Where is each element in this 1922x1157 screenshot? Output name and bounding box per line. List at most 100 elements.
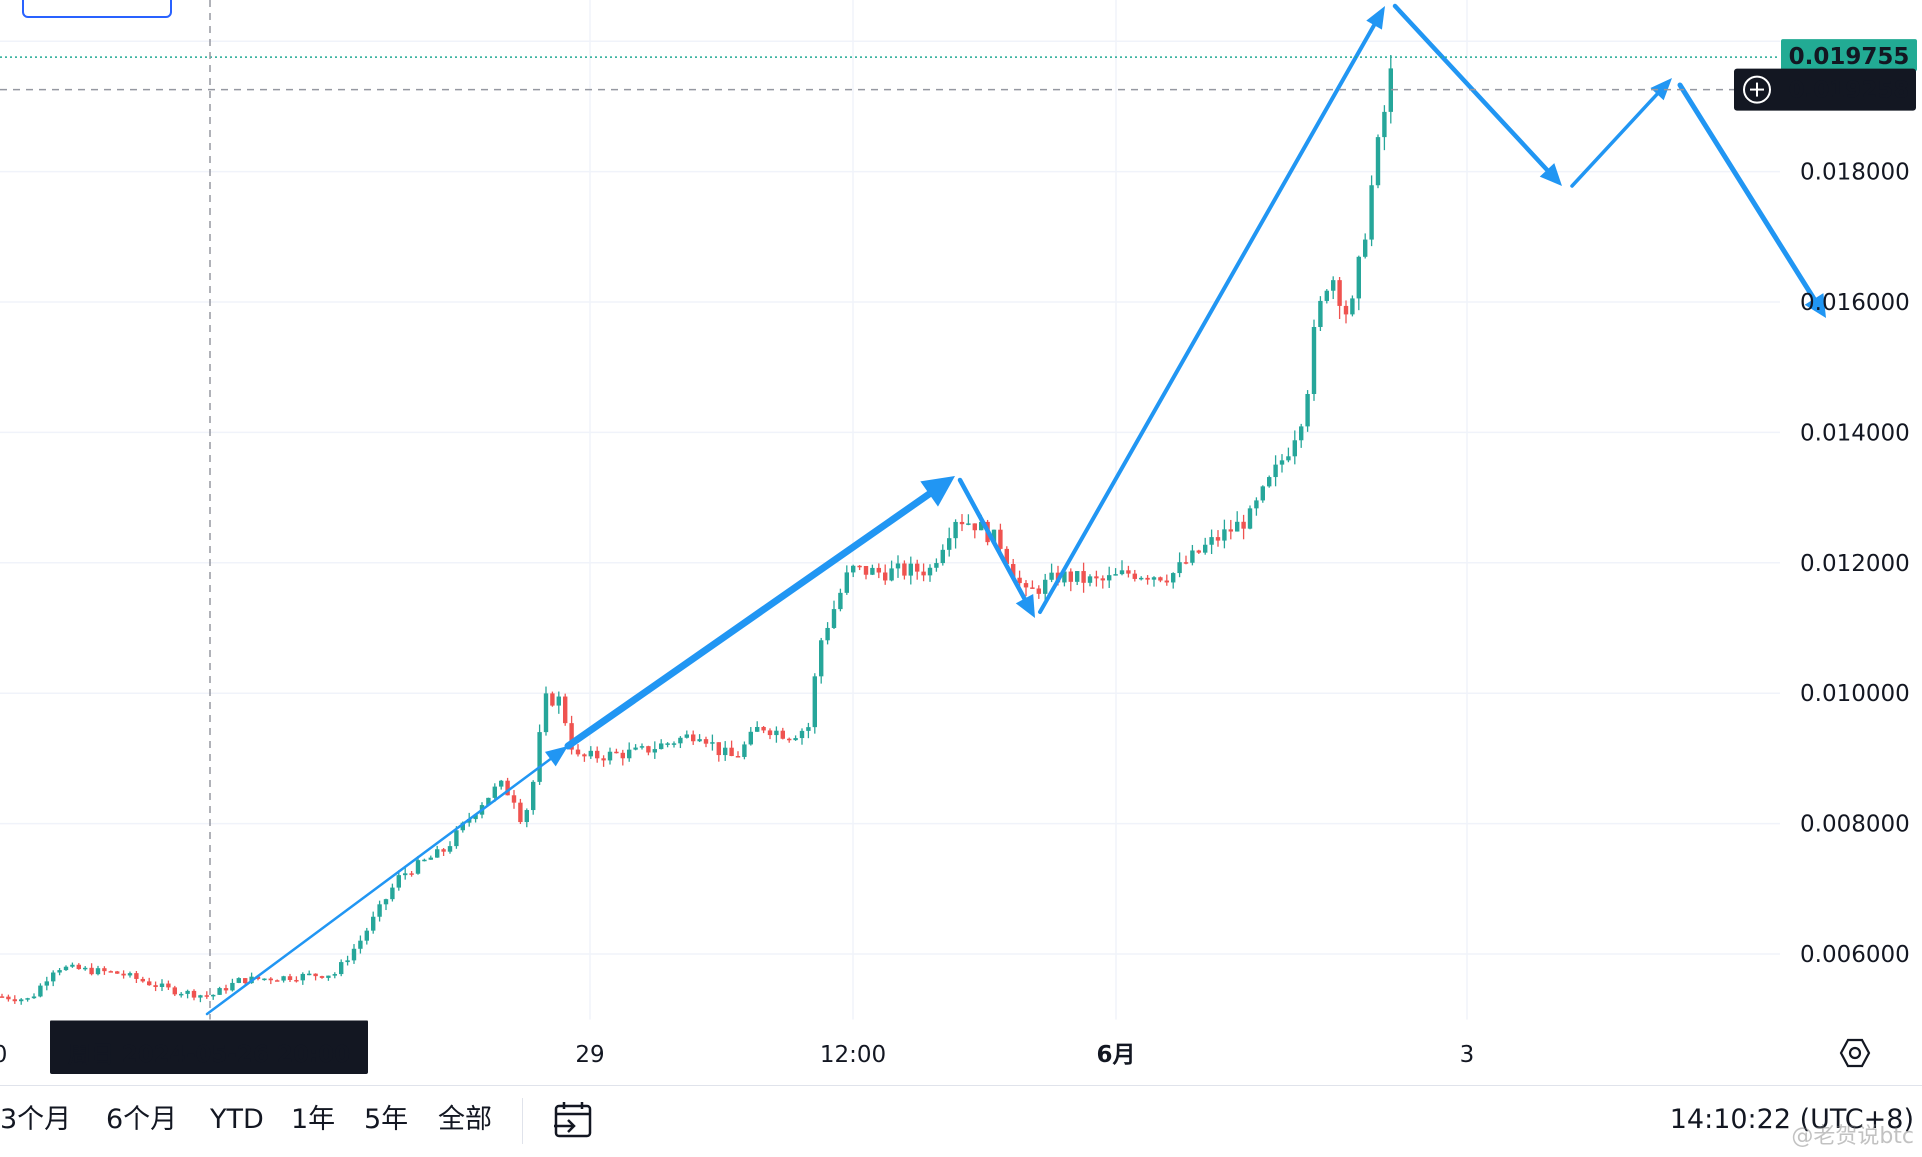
candle-body bbox=[31, 996, 37, 999]
candle-body bbox=[883, 572, 888, 581]
candle-body bbox=[1215, 537, 1221, 541]
candle-body bbox=[723, 747, 728, 756]
candle-body bbox=[742, 744, 747, 757]
candle-body bbox=[1299, 426, 1304, 441]
candle-body bbox=[217, 988, 222, 995]
candle-body bbox=[377, 904, 382, 917]
top-toolbar-button[interactable] bbox=[22, 0, 172, 18]
candle-body bbox=[268, 978, 273, 981]
last-price-badge bbox=[1781, 39, 1917, 72]
candle-body bbox=[275, 980, 280, 982]
candle-body bbox=[147, 981, 152, 986]
range-5y-button[interactable]: 5年 bbox=[364, 1104, 409, 1135]
candle-body bbox=[851, 565, 856, 573]
crosshair-price-text: 0.019258 bbox=[1789, 78, 1910, 104]
candle-body bbox=[518, 802, 523, 823]
range-3m-button[interactable]: 3个月 bbox=[0, 1104, 72, 1135]
arrow-leg-2-head bbox=[920, 476, 955, 507]
candle-body bbox=[1247, 508, 1253, 529]
candle-body bbox=[447, 846, 453, 852]
range-1y-button[interactable]: 1年 bbox=[291, 1104, 336, 1135]
settings-gear-icon[interactable] bbox=[1839, 1038, 1871, 1068]
candle-body bbox=[223, 988, 229, 991]
candle-body bbox=[281, 976, 286, 981]
candle-body bbox=[127, 973, 133, 976]
x-tick-label: 3 bbox=[1460, 1042, 1475, 1068]
candle-body bbox=[1356, 256, 1361, 299]
candle-body bbox=[473, 814, 478, 820]
range-ytd-button[interactable]: YTD bbox=[210, 1104, 264, 1135]
candle-body bbox=[172, 987, 177, 995]
x-tick-label: 12:00 bbox=[820, 1042, 886, 1068]
candle-body bbox=[1158, 577, 1163, 581]
candle-body bbox=[710, 742, 715, 744]
candle-body bbox=[1363, 239, 1368, 257]
range-6m-button[interactable]: 6个月 bbox=[106, 1104, 178, 1135]
candle-body bbox=[255, 976, 261, 979]
clock-timezone[interactable]: 14:10:22 (UTC+8) bbox=[1669, 1104, 1914, 1135]
candle-body bbox=[639, 746, 645, 748]
candle-body bbox=[870, 567, 875, 575]
candle-body bbox=[908, 563, 913, 576]
candle-body bbox=[671, 743, 677, 745]
candle-body bbox=[831, 609, 837, 628]
arrow-leg-3-head bbox=[1015, 593, 1035, 618]
candle-body bbox=[390, 887, 395, 900]
arrow-leg-7-head bbox=[1804, 293, 1826, 318]
candle-body bbox=[979, 521, 984, 531]
time-axis[interactable]: 0 29 12:00 6月 3 bbox=[0, 1019, 1922, 1068]
candle-body bbox=[921, 571, 926, 576]
candle-body bbox=[1183, 562, 1189, 564]
arrow-leg-5 bbox=[1392, 3, 1550, 173]
price-axis[interactable]: 0.006000 0.008000 0.010000 0.012000 0.014000… bbox=[1800, 160, 1910, 968]
candle-body bbox=[76, 964, 81, 970]
candle-body bbox=[684, 734, 689, 738]
y-tick-label: 0.014000 bbox=[1800, 420, 1910, 446]
plus-circle-icon[interactable] bbox=[1743, 75, 1771, 104]
candle-body bbox=[1190, 550, 1195, 563]
candle-body bbox=[159, 983, 165, 987]
candle-body bbox=[1107, 575, 1112, 581]
candle-body bbox=[1075, 571, 1080, 582]
candle-body bbox=[140, 978, 145, 982]
candle-body bbox=[332, 974, 337, 976]
candle-body bbox=[1279, 460, 1285, 465]
candle-body bbox=[1343, 305, 1349, 315]
candle-body bbox=[1132, 573, 1137, 579]
crosshair-time-text: 周日 2024-05-26 20:00 bbox=[68, 1042, 350, 1068]
candle-body bbox=[1017, 577, 1022, 584]
candle-body bbox=[435, 849, 440, 858]
arrow-leg-4 bbox=[1038, 23, 1377, 614]
candle-body bbox=[1126, 570, 1131, 574]
y-tick-label: 0.016000 bbox=[1800, 290, 1910, 316]
candle-body bbox=[1145, 577, 1150, 580]
calendar-goto-icon[interactable] bbox=[552, 1100, 596, 1142]
candle-body bbox=[492, 786, 497, 798]
candle-body bbox=[876, 567, 881, 573]
candle-body bbox=[1151, 577, 1157, 580]
candle-body bbox=[89, 967, 94, 975]
candle-body bbox=[179, 993, 184, 996]
candle-body bbox=[108, 971, 113, 973]
candle-body bbox=[1036, 588, 1041, 594]
candle-body bbox=[230, 982, 235, 991]
candle-body bbox=[236, 978, 241, 983]
price-chart[interactable]: 0.019755 0.019258 周日 2024-05-26 20:00 0.00… bbox=[0, 0, 1922, 1085]
candle-body bbox=[0, 996, 5, 998]
candle-body bbox=[761, 726, 766, 731]
candle-body bbox=[607, 751, 613, 761]
arrow-leg-7 bbox=[1677, 82, 1817, 302]
candle-body bbox=[934, 563, 939, 568]
candle-body bbox=[947, 538, 952, 550]
arrow-leg-2 bbox=[564, 490, 933, 750]
range-all-button[interactable]: 全部 bbox=[438, 1104, 492, 1135]
candle-body bbox=[716, 742, 721, 756]
candle-body bbox=[422, 859, 427, 862]
candle-body bbox=[1049, 572, 1054, 580]
candle-body bbox=[627, 749, 632, 759]
candle-body bbox=[153, 985, 158, 987]
candle-body bbox=[185, 990, 190, 994]
candle-body bbox=[838, 592, 843, 610]
candle-body bbox=[927, 567, 933, 576]
candle-body bbox=[83, 967, 88, 970]
